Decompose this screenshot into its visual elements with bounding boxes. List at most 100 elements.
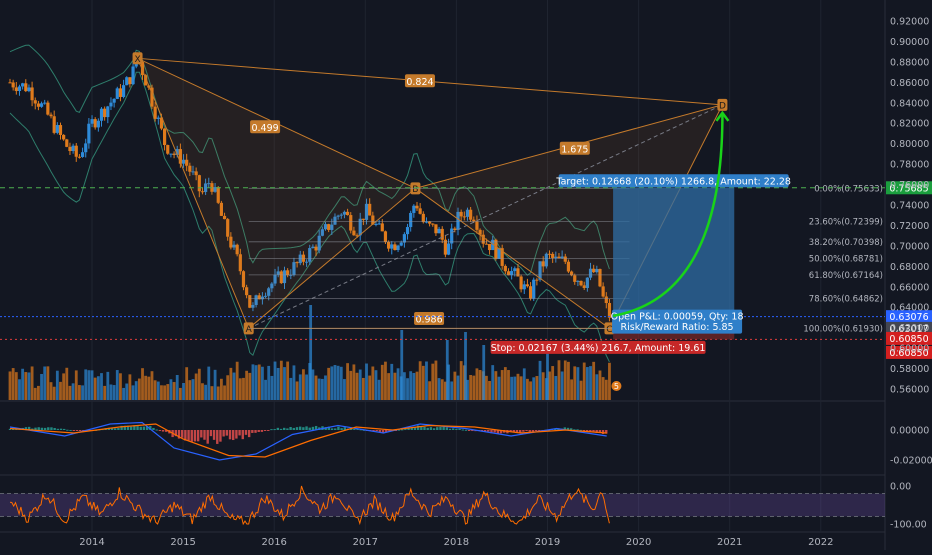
volume-bar bbox=[443, 381, 447, 400]
candle-body bbox=[140, 62, 145, 76]
time-axis-label: 2014 bbox=[79, 537, 104, 548]
macd-histogram-bar bbox=[397, 429, 401, 431]
macd-histogram-bar bbox=[531, 430, 535, 432]
pattern-point-label: D bbox=[719, 101, 726, 111]
candle-body bbox=[396, 245, 400, 251]
macd-histogram-bar bbox=[496, 430, 500, 434]
candle-body bbox=[276, 271, 280, 275]
candle-body bbox=[481, 234, 485, 244]
macd-histogram-bar bbox=[78, 430, 82, 431]
macd-histogram-bar bbox=[66, 429, 69, 431]
volume-bar bbox=[418, 361, 422, 400]
candle-body bbox=[349, 215, 353, 231]
volume-bar bbox=[245, 370, 249, 400]
pattern-point-label: B bbox=[412, 185, 418, 195]
candle-body bbox=[115, 88, 119, 99]
volume-bar bbox=[601, 377, 605, 400]
macd-histogram-bar bbox=[569, 428, 573, 430]
fib-level-label: 23.60%(0.72399) bbox=[809, 217, 883, 227]
macd-histogram-bar bbox=[43, 427, 47, 430]
volume-bar bbox=[147, 376, 151, 400]
volume-bar bbox=[144, 375, 148, 400]
volume-bar bbox=[440, 379, 444, 400]
macd-histogram-bar bbox=[432, 428, 436, 430]
candle-body bbox=[241, 271, 246, 288]
volume-bar bbox=[349, 370, 353, 400]
macd-histogram-bar bbox=[509, 430, 512, 432]
price-axis-label: 0.86000 bbox=[890, 78, 929, 89]
volume-bar bbox=[279, 360, 283, 400]
volume-bar bbox=[393, 372, 397, 400]
macd-histogram-bar bbox=[180, 430, 184, 438]
macd-histogram-bar bbox=[225, 430, 229, 436]
macd-histogram-bar bbox=[123, 425, 126, 430]
candle-body bbox=[71, 145, 75, 152]
macd-histogram-bar bbox=[193, 430, 197, 442]
candle-body bbox=[450, 228, 454, 244]
candle-body bbox=[424, 221, 429, 223]
volume-bar bbox=[434, 360, 438, 400]
macd-histogram-bar bbox=[400, 429, 404, 431]
macd-histogram-bar bbox=[289, 426, 292, 430]
pattern-ratio-label: 0.824 bbox=[406, 77, 433, 88]
volume-bar bbox=[30, 366, 34, 400]
volume-bar bbox=[576, 367, 580, 400]
price-axis-label: 0.68000 bbox=[890, 262, 929, 273]
candle-body bbox=[194, 171, 198, 176]
candle-body bbox=[497, 248, 501, 259]
volume-bar bbox=[289, 377, 293, 400]
candle-body bbox=[415, 205, 419, 209]
candle-body bbox=[311, 246, 315, 249]
target-label bbox=[558, 174, 789, 188]
candle-body bbox=[11, 82, 15, 88]
volume-bar bbox=[317, 378, 321, 400]
volume-bar bbox=[402, 372, 406, 400]
volume-bar bbox=[482, 345, 486, 400]
volume-bar bbox=[415, 371, 419, 400]
macd-histogram-bar bbox=[50, 427, 53, 430]
candle-body bbox=[532, 279, 536, 299]
volume-bar bbox=[24, 372, 28, 400]
price-axis-label: 0.84000 bbox=[890, 98, 929, 109]
macd-histogram-bar bbox=[327, 426, 331, 430]
pattern-point-d[interactable] bbox=[717, 98, 728, 111]
candle-body bbox=[421, 213, 425, 223]
candle-body bbox=[598, 268, 602, 287]
macd-histogram-bar bbox=[420, 426, 423, 430]
volume-bar bbox=[314, 375, 318, 400]
volume-bar bbox=[592, 361, 596, 400]
volume-bar bbox=[570, 379, 573, 400]
pattern-ad-dashed bbox=[248, 104, 723, 329]
volume-bar bbox=[270, 375, 274, 400]
candle-body bbox=[604, 296, 608, 304]
pattern-point-x[interactable] bbox=[132, 52, 143, 65]
candle-body bbox=[166, 145, 170, 154]
macd-histogram-bar bbox=[241, 430, 244, 440]
volume-bar bbox=[14, 372, 18, 400]
volume-bar bbox=[286, 361, 290, 400]
macd-histogram-bar bbox=[334, 428, 337, 430]
candle-body bbox=[185, 159, 189, 166]
volume-bar bbox=[257, 364, 261, 400]
volume-bar bbox=[71, 383, 75, 400]
volume-bar bbox=[219, 378, 223, 400]
pattern-ratio-label: 1.675 bbox=[561, 144, 588, 155]
volume-bar bbox=[210, 386, 214, 400]
volume-bar bbox=[78, 385, 81, 400]
candle-body bbox=[459, 211, 463, 217]
candle-body bbox=[383, 231, 388, 242]
macd-histogram-bar bbox=[426, 427, 429, 430]
volume-bar bbox=[197, 368, 201, 400]
macd-histogram-bar bbox=[187, 430, 190, 441]
macd-histogram-bar bbox=[177, 430, 181, 439]
target-zone[interactable] bbox=[613, 187, 735, 317]
candle-body bbox=[216, 187, 220, 203]
volume-bar bbox=[49, 382, 53, 400]
candle-body bbox=[506, 271, 511, 276]
macd-histogram-bar bbox=[566, 427, 570, 430]
candle-body bbox=[431, 223, 435, 225]
volume-bar bbox=[311, 369, 315, 400]
macd-histogram-bar bbox=[190, 430, 193, 442]
